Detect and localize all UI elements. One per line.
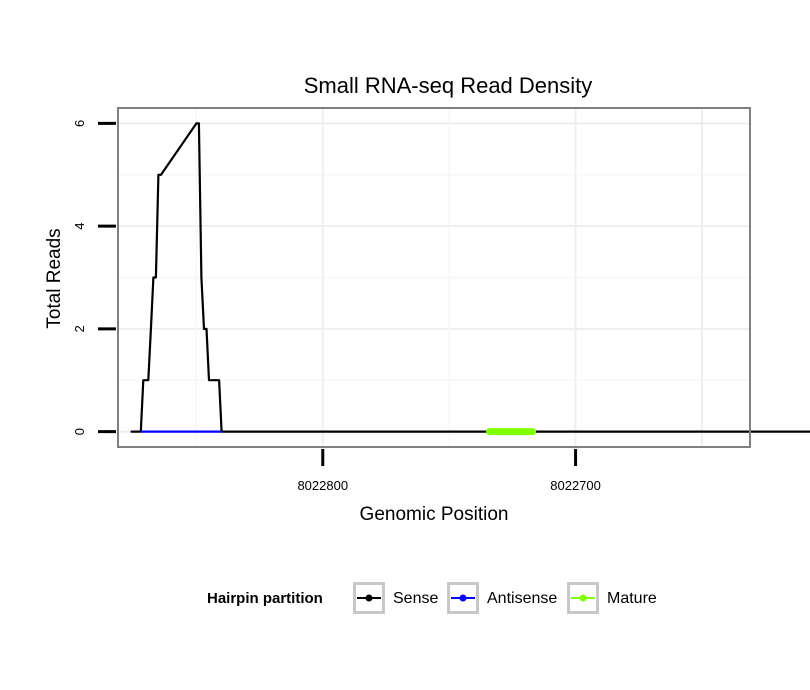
y-tick-label: 4 <box>72 223 87 230</box>
legend: Hairpin partition Sense Antisense Mature <box>207 582 657 614</box>
plot-border <box>117 107 751 448</box>
y-axis: 0 2 4 6 <box>72 120 116 435</box>
legend-key-point <box>459 594 467 602</box>
y-tick-label: 6 <box>72 120 87 127</box>
legend-label: Antisense <box>487 590 557 607</box>
legend-item-antisense: Antisense <box>447 582 557 614</box>
y-tick-label: 0 <box>72 428 87 435</box>
chart-title: Small RNA-seq Read Density <box>304 73 593 98</box>
legend-title: Hairpin partition <box>207 590 323 607</box>
gridlines <box>118 108 750 447</box>
legend-item-sense: Sense <box>353 582 438 614</box>
x-axis: 8022800 8022700 <box>297 449 601 493</box>
y-tick-label: 2 <box>72 325 87 332</box>
legend-label: Sense <box>393 590 438 607</box>
x-tick-label: 8022700 <box>550 478 601 493</box>
legend-item-mature: Mature <box>567 582 657 614</box>
series-layer <box>130 122 810 436</box>
legend-label: Mature <box>607 590 657 607</box>
x-tick-label: 8022800 <box>297 478 348 493</box>
legend-key-point <box>365 594 373 602</box>
series-line-sense <box>130 122 810 433</box>
legend-key-point <box>579 594 587 602</box>
y-axis-label: Total Reads <box>44 228 65 328</box>
x-axis-label: Genomic Position <box>360 504 509 525</box>
